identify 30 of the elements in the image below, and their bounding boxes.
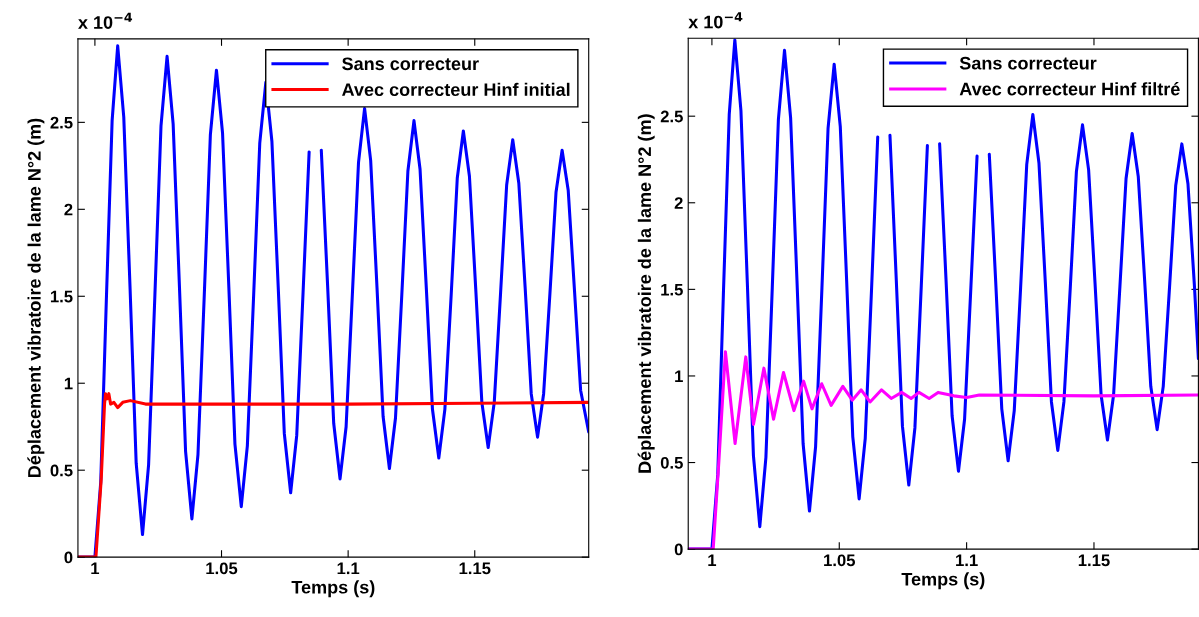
x-tick-label: 1.05 [206, 562, 238, 575]
x-axis-title: Temps (s) [291, 580, 375, 598]
x-tick-label: 1.1 [956, 554, 978, 567]
legend-label: Avec correcteur Hinf filtré [959, 82, 1180, 96]
x-tick-label: 1.15 [1078, 554, 1110, 567]
y-tick-label: 0.5 [50, 464, 73, 477]
y-axis-title: Déplacement vibratoire de la lame N°2 (m) [637, 114, 655, 473]
legend-label: Avec correcteur Hinf initial [342, 82, 570, 97]
x-tick-label: 1 [91, 562, 100, 575]
y-tick-label: 1.5 [50, 290, 73, 303]
y-tick-label: 2.5 [660, 110, 683, 123]
legend-label: Sans correcteur [959, 56, 1097, 70]
x-tick-label: 1.15 [459, 562, 491, 575]
y-axis-title: Déplacement vibratoire de la lame N°2 (m) [27, 118, 45, 478]
y-tick-label: 2.5 [50, 116, 73, 129]
x-tick-label: 1.1 [337, 562, 360, 575]
x-axis-title: Temps (s) [901, 572, 985, 590]
y-tick-label: 0 [674, 543, 683, 556]
y-tick-label: 1.5 [661, 283, 683, 296]
y-tick-label: 1 [675, 370, 683, 382]
y-tick-label: 1 [64, 377, 73, 390]
y-tick-label: 2 [64, 203, 73, 216]
text: x 10$^{−4}$ [688, 12, 743, 29]
y-tick-label: 2 [674, 197, 683, 209]
legend-label: Sans correcteur [342, 57, 479, 71]
y-tick-label: 0 [64, 551, 73, 564]
x-tick-label: 1.05 [824, 554, 856, 567]
y-tick-label: 0.5 [660, 456, 683, 469]
x-tick-label: 1 [708, 554, 717, 567]
text: x 10$^{−4}$ [78, 12, 133, 29]
